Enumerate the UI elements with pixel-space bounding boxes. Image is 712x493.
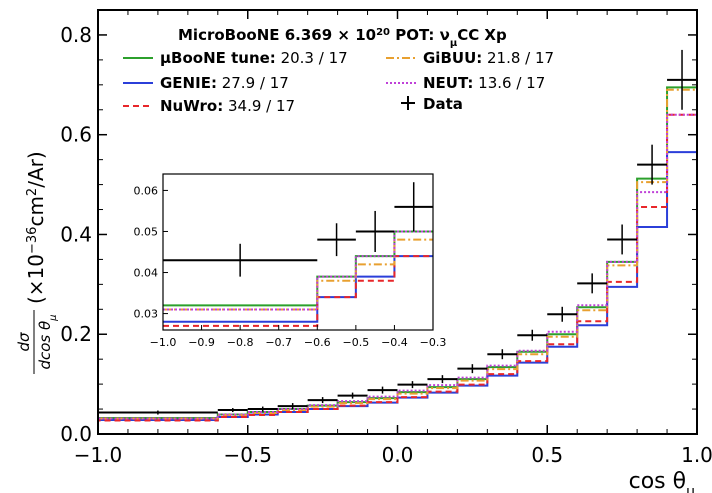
legend-entry: GiBUU: 21.8 / 17	[423, 49, 554, 67]
y-tick-label: 0.4	[60, 222, 92, 246]
chart-title: MicroBooNE 6.369 × 1020 POT: νμCC Xp	[178, 26, 507, 49]
x-tick-label: 0.0	[382, 443, 414, 467]
legend-entry: NEUT: 13.6 / 17	[423, 74, 545, 92]
inset-background	[163, 174, 433, 330]
inset-x-tick-label: −0.4	[381, 336, 408, 349]
x-axis-label: cos θμ	[629, 469, 695, 493]
legend-entry: GENIE: 27.9 / 17	[160, 74, 289, 92]
x-tick-label: −0.5	[223, 443, 272, 467]
y-label-denominator: dcos θμ	[36, 314, 59, 369]
inset-x-tick-label: −1.0	[150, 336, 177, 349]
y-tick-label: 0.0	[60, 422, 92, 446]
legend: MicroBooNE 6.369 × 1020 POT: νμCC XpμBoo…	[123, 26, 554, 115]
inset-plot-area: −1.0 −0.9 −0.8 −0.7 −0.6 −0.5 −0.4 −0.3 0.03 0.04…	[134, 173, 447, 349]
inset-x-tick-label: −0.7	[265, 336, 292, 349]
x-tick-label: 1.0	[681, 443, 712, 467]
inset-x-tick-label: −0.3	[420, 336, 447, 349]
y-tick-label: 0.8	[60, 23, 92, 47]
inset-x-tick-label: −0.8	[227, 336, 254, 349]
y-label-units: (×10−36cm2/Ar)	[24, 151, 48, 304]
y-tick-label: 0.2	[60, 322, 92, 346]
x-tick-label: 0.5	[531, 443, 563, 467]
plot-frame	[97, 9, 698, 435]
inset-series-line	[163, 230, 433, 311]
inset-y-tick-label: 0.04	[134, 267, 159, 280]
inset-y-tick-label: 0.06	[134, 184, 159, 197]
inset-x-tick-label: −0.6	[304, 336, 331, 349]
series-line	[97, 113, 698, 434]
legend-data-label: Data	[423, 95, 463, 113]
inset-y-tick-label: 0.03	[134, 308, 159, 321]
y-axis-label: dσ dcos θμ (×10−36cm2/Ar)	[15, 151, 59, 374]
inset-x-tick-label: −0.5	[342, 336, 369, 349]
inset-frame	[162, 173, 434, 331]
inset-y-tick-label: 0.05	[134, 225, 159, 238]
inset-x-tick-label: −0.9	[188, 336, 215, 349]
legend-entry: μBooNE tune: 20.3 / 17	[160, 49, 348, 67]
x-tick-label: −1.0	[74, 443, 123, 467]
y-tick-label: 0.6	[60, 123, 92, 147]
series-line	[97, 113, 698, 434]
legend-entry: NuWro: 34.9 / 17	[160, 97, 295, 115]
axis-labels: cos θμ dσ dcos θμ (×10−36cm2/Ar)	[15, 151, 695, 493]
main-plot-area: −1.0 −0.5 0.0 0.5 1.0 0.0 0.2 0.4 0.6 0.8	[60, 9, 712, 467]
y-label-numerator: dσ	[15, 332, 33, 352]
